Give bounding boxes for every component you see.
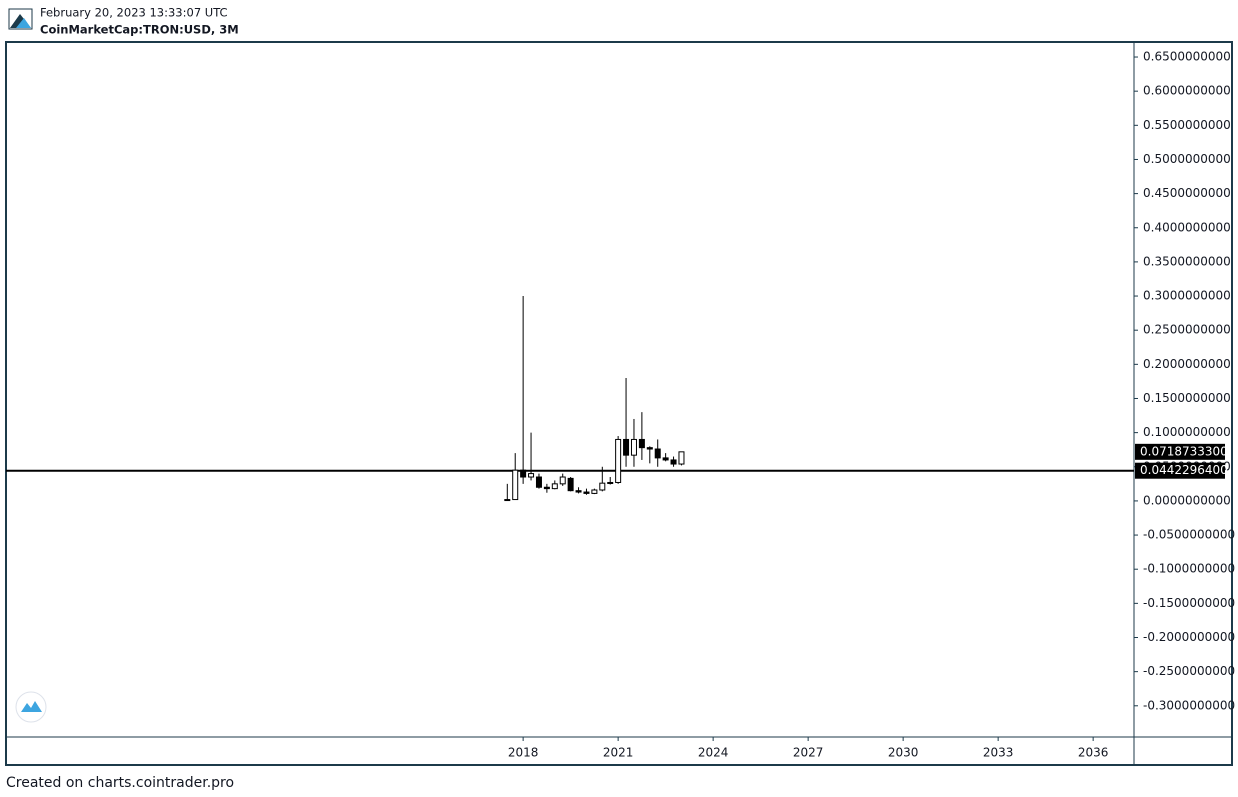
frame (5, 41, 1233, 766)
candle-body (528, 473, 535, 478)
x-tick-label: 2036 (1078, 746, 1109, 760)
last-price-tag-label: 0.0718733300 (1140, 444, 1228, 458)
candle-body (623, 438, 630, 456)
hline-price-tag (1135, 462, 1225, 479)
x-tick-label: 2024 (698, 746, 729, 760)
candle-body (591, 489, 598, 494)
y-tick-label: 0.6500000000 (1143, 50, 1231, 64)
logo (8, 8, 33, 30)
chart-title: February 20, 2023 13:33:07 UTC (40, 6, 228, 20)
candle-body (670, 459, 677, 465)
candle-body (567, 477, 574, 492)
x-tick-label: 2021 (603, 746, 634, 760)
candle-body (646, 447, 653, 450)
y-tick-label: 0.1000000000 (1143, 425, 1231, 439)
y-tick-label: 0.2500000000 (1143, 323, 1231, 337)
candle-body (678, 451, 685, 465)
y-tick-label: -0.1500000000 (1143, 596, 1235, 610)
y-tick-label: -0.2000000000 (1143, 630, 1235, 644)
candle-body (630, 438, 637, 456)
chart-subtitle: CoinMarketCap:TRON:USD, 3M (40, 23, 239, 37)
last-price-tag (1135, 443, 1225, 460)
footer: Created on charts.cointrader.pro (6, 775, 234, 791)
candle-body (615, 438, 622, 483)
y-tick-label: 0.0000000000 (1143, 493, 1231, 507)
y-tick-label: 0.5000000000 (1143, 152, 1231, 166)
y-tick-label: 0.2000000000 (1143, 357, 1231, 371)
candle-body (551, 483, 558, 490)
x-tick-label: 2033 (983, 746, 1014, 760)
hline-price-tag-label: 0.0442296400 (1140, 463, 1228, 477)
x-tick-label: 2030 (888, 746, 919, 760)
candle-body (638, 438, 645, 449)
candle-body (543, 486, 550, 490)
y-tick-label: 0.4000000000 (1143, 220, 1231, 234)
watermark-logo (15, 691, 47, 723)
candle-body (520, 469, 527, 478)
candle-body (575, 490, 582, 493)
y-tick-label: -0.2500000000 (1143, 664, 1235, 678)
y-tick-label: 0.3500000000 (1143, 254, 1231, 268)
y-tick-label: 0.3000000000 (1143, 289, 1231, 303)
candle-body (599, 482, 606, 491)
candle-body (607, 481, 614, 484)
candle-body (535, 476, 542, 488)
y-tick-label: -0.3000000000 (1143, 698, 1235, 712)
x-tick-label: 2018 (508, 746, 539, 760)
candle-body (583, 491, 590, 494)
y-tick-label: -0.1000000000 (1143, 562, 1235, 576)
candle-body (559, 476, 566, 485)
candle-body (504, 499, 511, 502)
y-tick-label: 0.5500000000 (1143, 118, 1231, 132)
y-tick-label: 0.4500000000 (1143, 186, 1231, 200)
y-tick-label: 0.6000000000 (1143, 84, 1231, 98)
y-tick-label: -0.0500000000 (1143, 528, 1235, 542)
x-tick-label: 2027 (793, 746, 824, 760)
candle-body (662, 457, 669, 461)
candle-body (654, 448, 661, 459)
candle-body (512, 469, 519, 501)
y-tick-label: 0.1500000000 (1143, 391, 1231, 405)
